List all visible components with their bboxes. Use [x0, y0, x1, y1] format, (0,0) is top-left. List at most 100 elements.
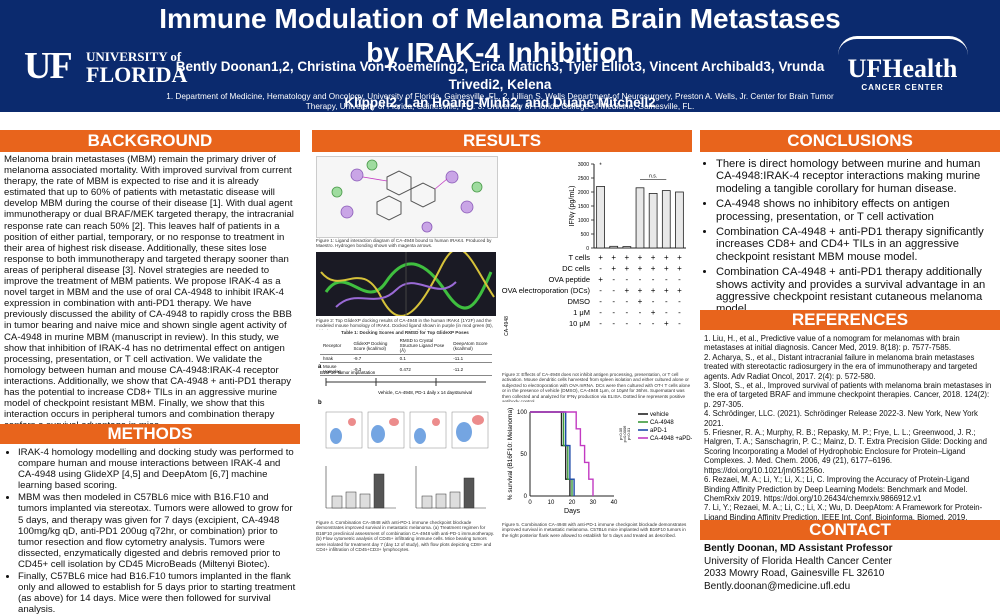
condition-mark: - — [599, 297, 602, 306]
figure-2-caption: Figure 2: Top GlideXP docking results of… — [316, 318, 493, 330]
ligand-diagram-svg — [331, 159, 483, 233]
condition-mark: + — [625, 264, 630, 273]
references-heading: REFERENCES — [700, 310, 1000, 330]
condition-mark: + — [677, 286, 682, 295]
y-tick-label: 50 — [520, 452, 527, 458]
condition-mark: - — [612, 308, 615, 317]
ifng-chart: 0 500 1000 1500 2000 2500 3000 IFNγ (pg/mL) * n.s… — [502, 156, 692, 368]
ufhealth-arc-icon — [837, 36, 968, 55]
condition-mark: - — [626, 319, 629, 328]
condition-mark: + — [664, 264, 669, 273]
y-tick-label: 0 — [524, 494, 528, 500]
table-cell: Mouse Homolog — [320, 362, 351, 376]
condition-label: DMSO — [568, 297, 591, 306]
table-header-cell: GlideXP Docking Score (kcal/mol) — [350, 337, 397, 355]
condition-label: 1 μM — [573, 308, 590, 317]
figure-3-caption: Figure 3: Effects of CA-4948 does not in… — [502, 372, 691, 402]
title-line-2: by IRAK-4 Inhibition — [366, 37, 634, 68]
condition-mark: + — [625, 286, 630, 295]
p-value-annotation: p<0.01 — [626, 427, 631, 440]
docking-structure-image — [316, 248, 496, 317]
condition-mark: - — [652, 297, 655, 306]
conclusion-item: There is direct homology between murine … — [716, 158, 996, 195]
y-tick-label: 2500 — [578, 176, 589, 182]
reference-item: 1. Liu, H., et al., Predictive value of … — [704, 334, 960, 353]
title-line-1: Immune Modulation of Melanoma Brain Meta… — [159, 3, 841, 34]
significance-marker: n.s. — [649, 173, 657, 179]
table-cell: -11.2 — [450, 362, 492, 376]
legend-label: CA-4948 — [650, 420, 674, 426]
methods-item: Finally, C57BL6 mice had B16.F10 tumors … — [18, 571, 296, 615]
condition-mark: - — [652, 275, 655, 284]
condition-mark: - — [612, 319, 615, 328]
condition-mark: - — [599, 286, 602, 295]
condition-mark: + — [651, 308, 656, 317]
table-header-cell: DeepAtom Score (kcal/mol) — [450, 337, 492, 355]
condition-label: 10 μM — [569, 319, 590, 328]
uf-logo: UF UNIVERSITY of FLORIDA — [24, 44, 187, 88]
condition-mark: + — [651, 286, 656, 295]
treatment-timeline: a B16F10 Tumor implantation Vehicle, CA-… — [316, 360, 496, 406]
flow-cytometry-panels — [316, 408, 496, 518]
table-header-cell: RMSD to Crystal Structure Ligand Pose (Å… — [396, 337, 451, 355]
table-row: hIrak -9.7 0.1 -11.1 — [320, 354, 492, 363]
x-tick-label: 30 — [590, 500, 597, 506]
condition-mark: - — [678, 319, 681, 328]
timeline-panel-b: b — [318, 400, 322, 406]
condition-mark: - — [599, 308, 602, 317]
bar — [596, 185, 605, 249]
docking-scores-table: Receptor GlideXP Docking Score (kcal/mol… — [320, 337, 492, 376]
reference-item: 5. Friesner, R. A.; Murphy, R. B.; Repas… — [704, 428, 987, 475]
condition-mark: - — [678, 308, 681, 317]
condition-mark: + — [638, 264, 643, 273]
methods-item: IRAK-4 homology modelling and docking st… — [18, 447, 296, 491]
background-text: Melanoma brain metastases (MBM) remain t… — [4, 154, 294, 431]
author-list: Bently Doonan1,2, Christina Von Roemelin… — [150, 58, 850, 112]
condition-mark: + — [664, 286, 669, 295]
contact-name: Bently Doonan, MD Assistant Professor — [704, 543, 893, 554]
condition-mark: + — [664, 253, 669, 262]
condition-mark: + — [651, 253, 656, 262]
figure-5-caption: Figure 5. Combination CA-4948 with anti-… — [502, 522, 687, 538]
reference-item: 2. Acharya, S., et al., Distant intracra… — [704, 352, 978, 381]
table-header-cell: Receptor — [320, 337, 351, 355]
condition-mark: - — [626, 308, 629, 317]
p-value-annotation: p=0.0006 — [622, 425, 627, 443]
contact-org: University of Florida Health Cancer Cent… — [704, 555, 892, 567]
condition-mark: + — [664, 319, 669, 328]
conclusion-item: CA-4948 shows no inhibitory effects on a… — [716, 198, 996, 223]
table-cell: 0.1 — [396, 354, 451, 363]
condition-mark: - — [678, 297, 681, 306]
table-cell: -11.1 — [450, 354, 492, 363]
condition-mark: - — [626, 297, 629, 306]
timeline-end: Survival — [456, 390, 472, 395]
y-tick-label: 3000 — [578, 162, 589, 168]
timeline-treatment: Vehicle, CA-4948, PD-1 daily x 14 days — [378, 390, 457, 395]
condition-mark: - — [678, 275, 681, 284]
survival-curve-chart: 0 50 100 0 10 20 30 40 Days % survival (B16F10: M… — [507, 408, 697, 515]
y-tick-label: 100 — [517, 410, 528, 416]
condition-mark: + — [651, 264, 656, 273]
y-tick-label: 2000 — [578, 190, 589, 196]
bar — [622, 246, 632, 249]
authors-line-1: Bently Doonan1,2, Christina Von Roemelin… — [175, 59, 825, 92]
survival-chart: 0 50 100 0 10 20 30 40 Days % survival (B16F10: M… — [502, 404, 697, 520]
reference-item: 6. Rezaei, M. A.; Li, Y.; Li, X.; Li, C.… — [704, 475, 970, 503]
table-row: Mouse Homolog -9.3 0.472 -11.2 — [320, 362, 492, 376]
contact-heading: CONTACT — [700, 520, 1000, 540]
condition-mark: + — [638, 253, 643, 262]
table-cell: -9.3 — [350, 362, 397, 376]
uf-logo-line1: UNIVERSITY of — [86, 49, 182, 64]
bar — [609, 245, 619, 249]
contact-email[interactable]: Bently.doonan@medicine.ufl.edu — [704, 580, 851, 592]
conclusions-list: There is direct homology between murine … — [702, 158, 996, 319]
condition-label: T cells — [568, 253, 590, 262]
y-tick-label: 1500 — [578, 204, 589, 210]
significance-marker: * — [599, 163, 602, 169]
legend-label: vehicle — [650, 412, 669, 418]
condition-mark: - — [665, 297, 668, 306]
condition-mark: + — [611, 264, 616, 273]
table-cell: 0.472 — [396, 362, 451, 376]
methods-heading: METHODS — [0, 424, 300, 444]
x-tick-label: 0 — [528, 500, 532, 506]
